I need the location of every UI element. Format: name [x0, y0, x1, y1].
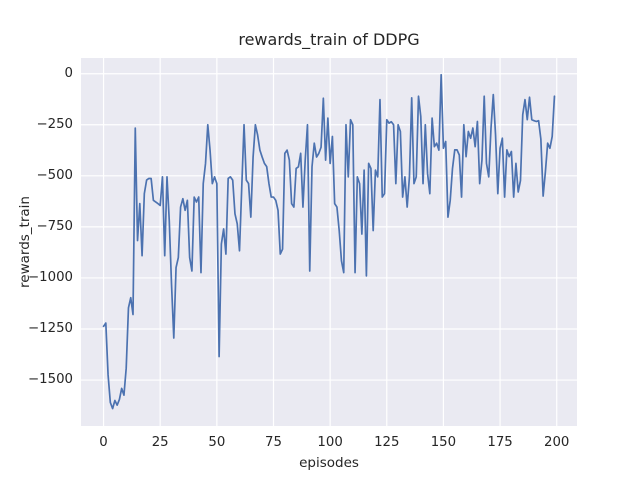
line-plot — [81, 58, 577, 426]
x-tick-label: 125 — [374, 435, 400, 450]
plot-background — [81, 58, 577, 426]
y-tick-label: −1250 — [28, 320, 73, 336]
y-tick-label: −250 — [36, 116, 73, 132]
y-axis-label: rewards_train — [17, 196, 33, 288]
x-tick-label: 200 — [544, 435, 570, 450]
x-tick-label: 75 — [265, 435, 282, 450]
y-tick-label: −1500 — [28, 372, 73, 388]
data-line-rewards_train — [102, 73, 556, 410]
x-tick-label: 150 — [430, 435, 457, 450]
y-tick-label: −500 — [36, 167, 73, 183]
x-tick-label: 175 — [487, 435, 513, 450]
y-tick-label: −750 — [36, 218, 73, 234]
chart-title: rewards_train of DDPG — [238, 30, 420, 49]
x-tick-label: 0 — [99, 435, 108, 450]
x-axis-label: episodes — [299, 455, 359, 471]
x-tick-label: 50 — [208, 435, 226, 450]
x-tick-label: 100 — [317, 435, 343, 450]
y-tick-label: 0 — [64, 65, 73, 81]
x-tick-label: 25 — [151, 435, 169, 450]
plot-area — [81, 58, 577, 426]
y-tick-label: −1000 — [28, 269, 73, 285]
